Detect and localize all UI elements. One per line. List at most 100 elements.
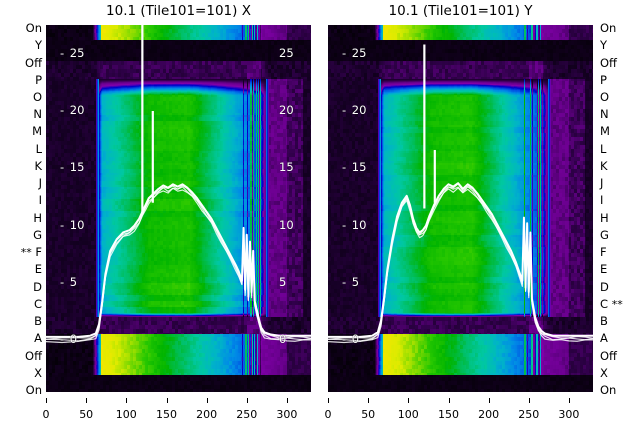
x-tick-label: 250 — [236, 408, 258, 421]
y-tick-label: - 10 — [60, 217, 85, 232]
x-tick-mark — [46, 398, 47, 403]
category-label: O — [600, 90, 610, 104]
category-label: C ** — [600, 296, 623, 311]
asterisk-marker: ** — [20, 246, 32, 260]
category-label: E — [600, 262, 608, 277]
y-tick-label: - 0 — [60, 332, 78, 347]
category-label: P — [600, 72, 607, 87]
y-tick-label: - 15 — [342, 160, 367, 175]
y-tick-label-echo: 10 — [279, 217, 294, 232]
category-label: I — [600, 193, 604, 208]
y-tick-label: - 25 — [60, 45, 85, 60]
category-label: H — [600, 210, 609, 225]
x-tick-mark — [448, 398, 450, 403]
panel-y-title: 10.1 (Tile101=101) Y — [388, 3, 533, 19]
category-label: Off — [600, 348, 617, 363]
y-tick-label: - 5 — [60, 275, 78, 289]
category-label: P — [35, 72, 42, 87]
category-label: ** F — [20, 245, 42, 260]
y-tick-label: - 15 — [60, 160, 85, 175]
trace-overlay-x — [46, 25, 311, 344]
category-label: L — [600, 141, 607, 156]
y-tick-label-echo: 5 — [279, 275, 287, 289]
x-tick-mark — [246, 398, 248, 403]
trace-line — [46, 187, 311, 344]
category-label: L — [35, 141, 42, 156]
x-tick-label: 200 — [196, 408, 218, 421]
category-label: Off — [600, 55, 617, 70]
x-tick-mark — [126, 398, 128, 403]
y-tick-label: - 10 — [342, 217, 367, 232]
heatmap-panel-y[interactable] — [328, 25, 593, 392]
category-label: M — [600, 124, 610, 139]
x-tick-mark — [368, 398, 370, 403]
heatmap-image-y — [328, 25, 593, 392]
category-label: D — [600, 279, 609, 294]
x-tick-mark — [286, 398, 288, 403]
x-tick-label: 50 — [79, 408, 94, 421]
x-tick-label: 150 — [156, 408, 177, 421]
category-label: I — [38, 193, 42, 208]
category-label: J — [600, 176, 604, 191]
category-label: Off — [25, 348, 42, 363]
category-label: D — [33, 279, 42, 294]
category-label: H — [33, 210, 42, 225]
trace-line — [46, 184, 311, 340]
x-tick-mark — [206, 398, 208, 403]
category-label: A — [600, 331, 608, 346]
x-tick-mark — [528, 398, 530, 403]
category-label: J — [38, 176, 42, 191]
category-label: A — [34, 331, 42, 346]
x-tick-mark — [328, 398, 329, 403]
x-tick-label: 0 — [324, 408, 332, 421]
heatmap-image-x — [46, 25, 311, 392]
y-tick-label: - 20 — [60, 103, 85, 117]
category-label: Y — [600, 38, 608, 53]
asterisk-marker: ** — [611, 297, 623, 311]
category-label: E — [34, 262, 42, 277]
panel-x-title: 10.1 (Tile101=101) X — [106, 3, 251, 19]
x-tick-mark — [408, 398, 410, 403]
x-tick-label: 0 — [42, 408, 50, 421]
category-label: O — [32, 90, 42, 104]
trace-line — [328, 186, 593, 342]
x-tick-mark — [488, 398, 490, 403]
y-tick-label-echo: 25 — [279, 45, 294, 60]
category-label: F — [600, 245, 607, 260]
y-tick-label: - 0 — [342, 332, 360, 347]
category-label: X — [34, 365, 42, 380]
category-label: Off — [25, 55, 42, 70]
category-label: N — [600, 107, 609, 122]
y-tick-label-echo: 20 — [279, 103, 294, 117]
category-label: Y — [34, 38, 42, 53]
x-tick-label: 150 — [438, 408, 459, 421]
category-label: N — [33, 107, 42, 122]
category-label: B — [600, 314, 608, 328]
x-tick-mark — [568, 398, 570, 403]
x-tick-mark — [86, 398, 88, 403]
category-label: B — [34, 314, 42, 328]
x-tick-label: 200 — [478, 408, 500, 421]
x-tick-label: 100 — [115, 408, 137, 421]
heatmap-panel-x[interactable] — [46, 25, 311, 392]
trace-overlay-y — [328, 44, 593, 344]
category-label: On — [600, 21, 617, 35]
category-label: C — [33, 296, 42, 311]
x-tick-label: 300 — [558, 408, 580, 421]
category-label: K — [34, 158, 42, 173]
category-label: On — [25, 21, 42, 35]
y-tick-label: - 5 — [342, 275, 360, 289]
trace-line — [328, 187, 593, 344]
x-tick-label: 50 — [361, 408, 376, 421]
trace-line — [46, 186, 311, 342]
y-tick-label: - 20 — [342, 103, 367, 117]
category-label: G — [33, 227, 42, 242]
category-label: K — [600, 158, 608, 173]
trace-line — [328, 182, 593, 338]
x-tick-label: 100 — [397, 408, 419, 421]
y-tick-label: - 25 — [342, 45, 367, 60]
category-label: X — [600, 365, 608, 380]
y-tick-label-echo: 15 — [279, 160, 294, 175]
y-tick-label-echo: 0 — [279, 332, 287, 347]
